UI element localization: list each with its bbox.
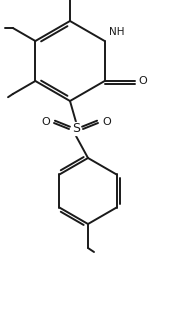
- Text: O: O: [41, 117, 50, 127]
- Text: NH: NH: [109, 27, 124, 37]
- Text: O: O: [139, 76, 147, 86]
- Text: O: O: [102, 117, 111, 127]
- Text: S: S: [72, 122, 80, 136]
